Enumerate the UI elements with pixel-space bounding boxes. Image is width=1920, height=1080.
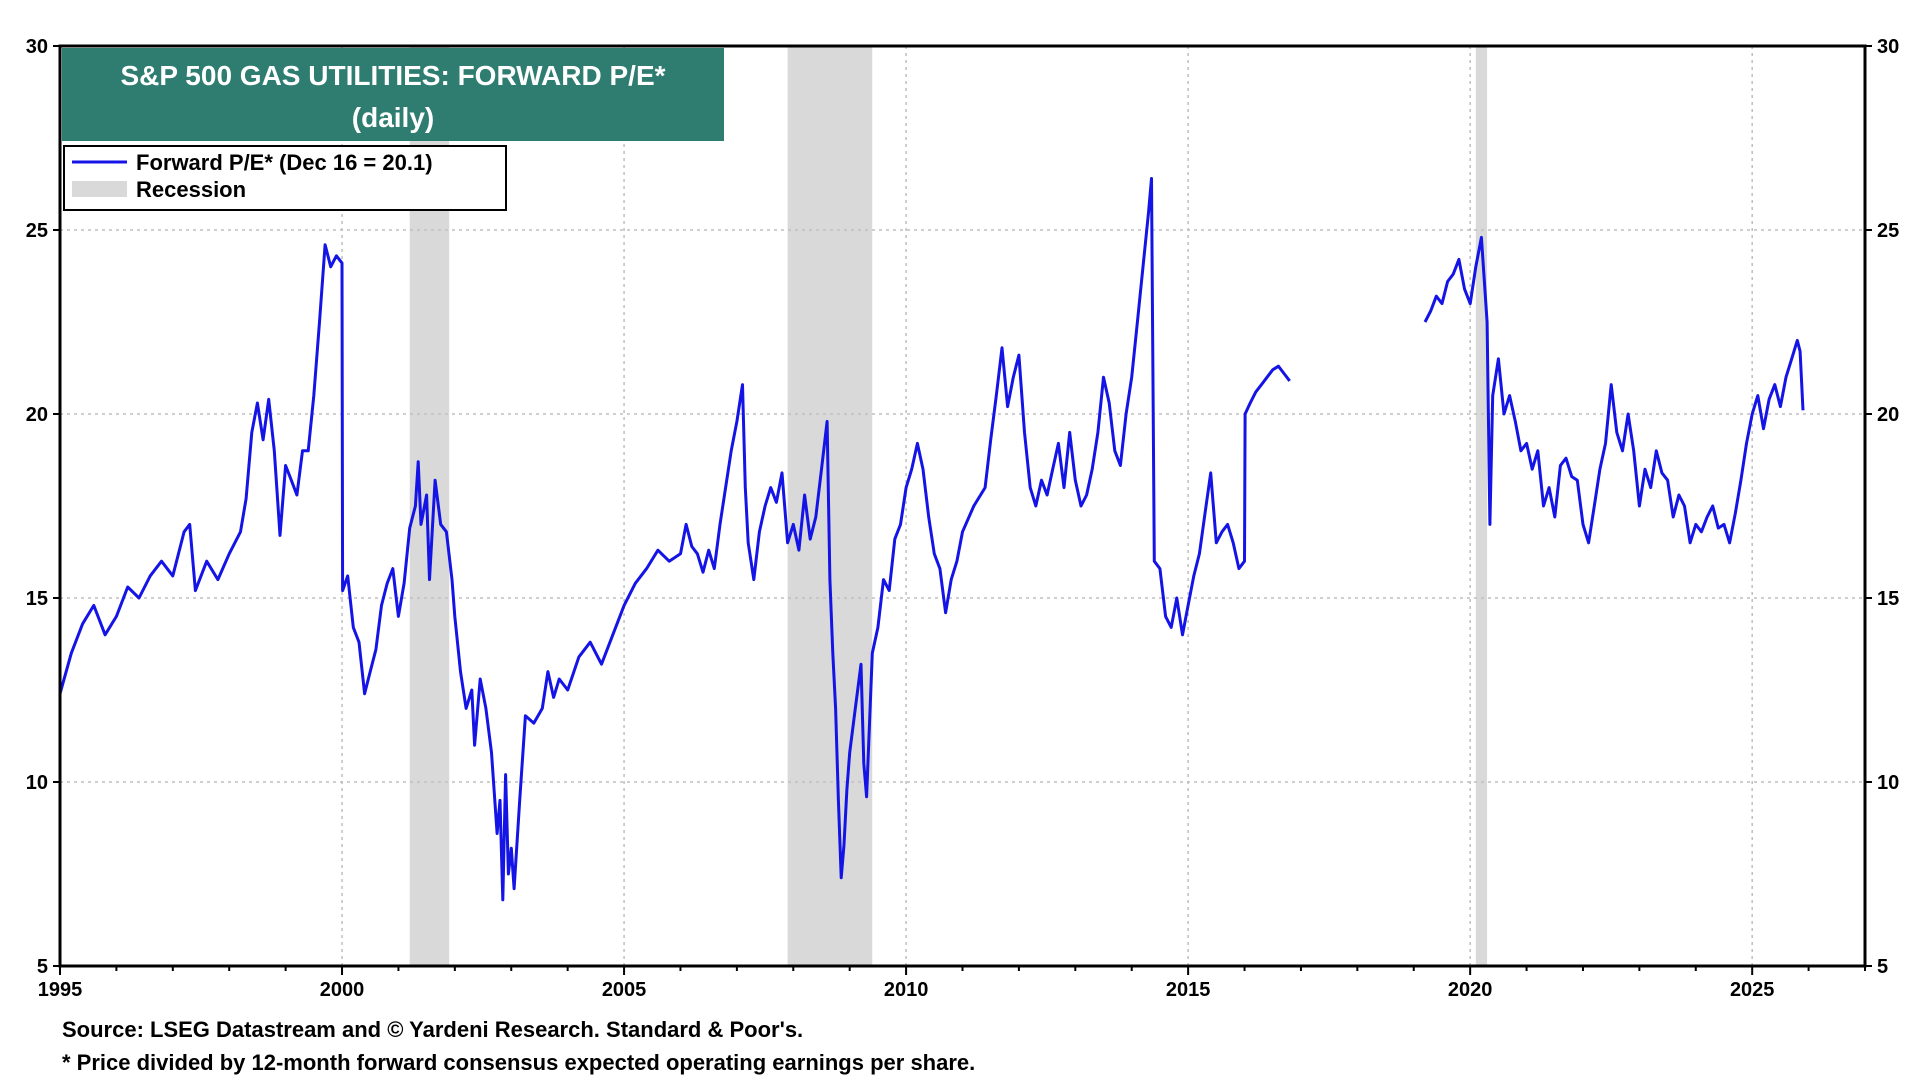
y-tick-label-left: 10: [26, 772, 48, 794]
title-box: S&P 500 GAS UTILITIES: FORWARD P/E* (dai…: [62, 48, 724, 141]
legend-label-series: Forward P/E* (Dec 16 = 20.1): [136, 150, 433, 175]
x-tick-label: 2000: [320, 979, 365, 1001]
recession-band: [1475, 46, 1488, 966]
chart-title: S&P 500 GAS UTILITIES: FORWARD P/E*: [120, 60, 665, 91]
y-tick-label-right: 30: [1877, 36, 1899, 58]
y-tick-label-right: 25: [1877, 220, 1899, 242]
series-line: [1423, 235, 1805, 545]
y-tick-label-right: 10: [1877, 772, 1899, 794]
x-tick-label: 2020: [1448, 979, 1493, 1001]
y-tick-label-right: 15: [1877, 588, 1899, 610]
x-tick-label: 1995: [38, 979, 83, 1001]
x-tick-label: 2015: [1166, 979, 1211, 1001]
y-tick-label-right: 5: [1877, 956, 1888, 978]
footnote: * Price divided by 12-month forward cons…: [62, 1050, 976, 1075]
legend-label-recession: Recession: [136, 177, 246, 202]
y-tick-label-left: 5: [37, 956, 48, 978]
legend: Forward P/E* (Dec 16 = 20.1) Recession: [63, 145, 507, 211]
y-tick-label-left: 25: [26, 220, 48, 242]
y-tick-label-left: 20: [26, 404, 48, 426]
x-tick-label: 2010: [884, 979, 929, 1001]
y-tick-label-left: 30: [26, 36, 48, 58]
legend-box: [63, 145, 507, 211]
source-note: Source: LSEG Datastream and © Yardeni Re…: [62, 1017, 804, 1042]
x-tick-label: 2025: [1730, 979, 1775, 1001]
y-tick-label-left: 15: [26, 588, 48, 610]
title-background: [62, 48, 724, 141]
y-tick-label-right: 20: [1877, 404, 1899, 426]
series-lines: [58, 177, 1805, 902]
recession-shading: [409, 46, 1488, 966]
legend-swatch-recession: [72, 181, 127, 197]
chart-subtitle: (daily): [352, 102, 434, 133]
x-tick-label: 2005: [602, 979, 647, 1001]
series-line: [58, 177, 1291, 902]
